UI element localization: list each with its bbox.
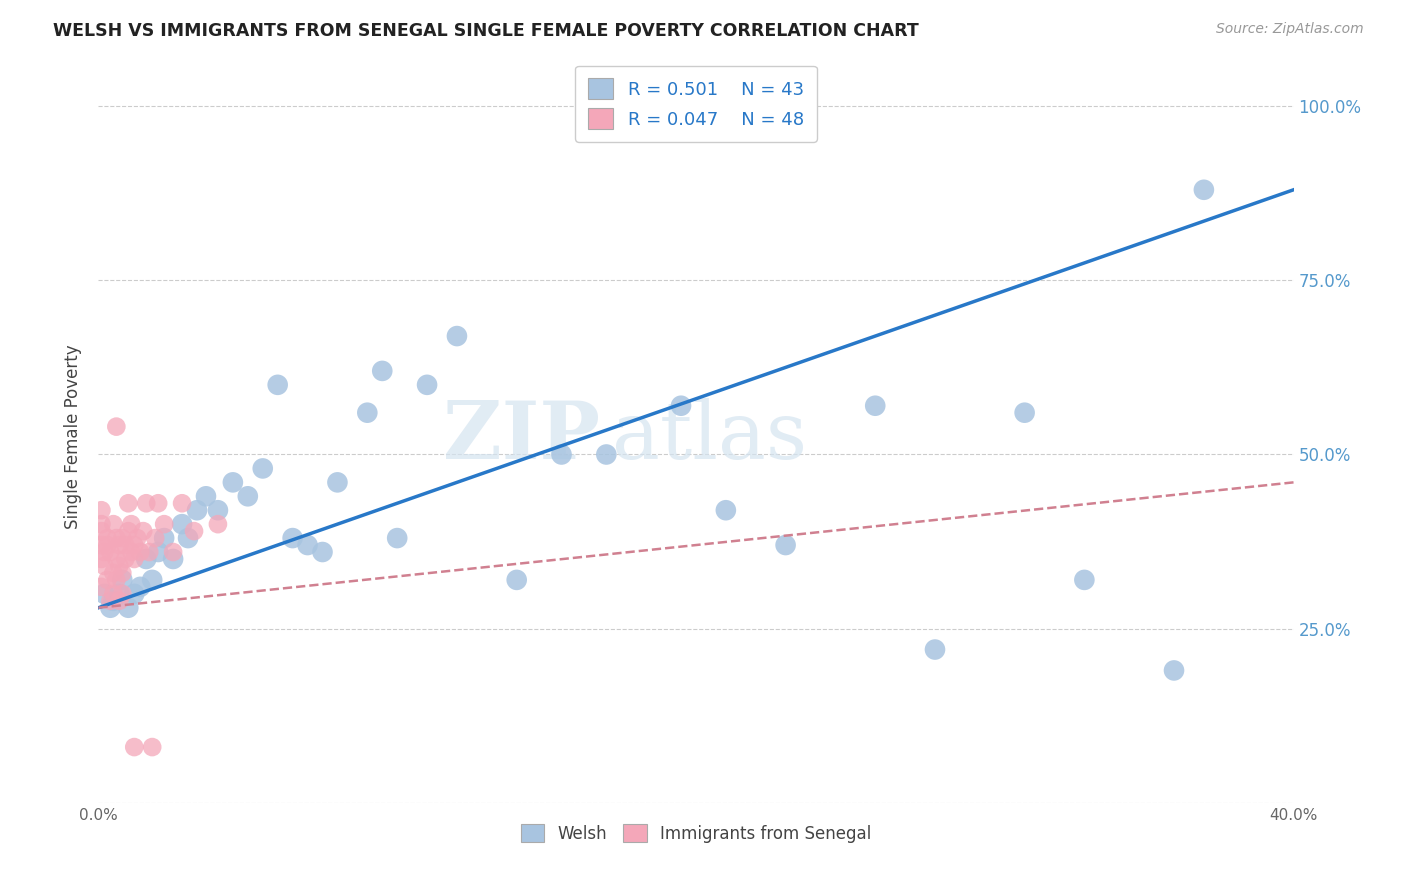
Point bbox=[267, 377, 290, 392]
Point bbox=[281, 531, 304, 545]
Point bbox=[98, 600, 122, 615]
Point bbox=[138, 545, 160, 559]
Point bbox=[93, 558, 115, 573]
Point bbox=[1163, 664, 1185, 678]
Point bbox=[148, 496, 170, 510]
Text: WELSH VS IMMIGRANTS FROM SENEGAL SINGLE FEMALE POVERTY CORRELATION CHART: WELSH VS IMMIGRANTS FROM SENEGAL SINGLE … bbox=[53, 22, 920, 40]
Point bbox=[1014, 406, 1036, 420]
Point bbox=[1192, 183, 1215, 197]
Point bbox=[183, 524, 205, 538]
Point bbox=[93, 545, 115, 559]
Point bbox=[132, 524, 155, 538]
Point bbox=[90, 517, 112, 532]
Point bbox=[98, 545, 122, 559]
Point bbox=[506, 573, 529, 587]
Point bbox=[172, 517, 194, 532]
Point bbox=[135, 496, 157, 510]
Point bbox=[108, 538, 131, 552]
Text: atlas: atlas bbox=[613, 398, 807, 476]
Point bbox=[103, 587, 125, 601]
Point bbox=[105, 552, 128, 566]
Text: ZIP: ZIP bbox=[443, 398, 600, 476]
Point bbox=[252, 461, 274, 475]
Point bbox=[371, 364, 394, 378]
Point bbox=[172, 496, 194, 510]
Point bbox=[356, 406, 378, 420]
Point bbox=[103, 566, 125, 580]
Point bbox=[162, 552, 184, 566]
Point bbox=[117, 524, 139, 538]
Point bbox=[135, 552, 157, 566]
Point bbox=[90, 503, 112, 517]
Point bbox=[865, 399, 887, 413]
Point bbox=[90, 538, 112, 552]
Legend: Welsh, Immigrants from Senegal: Welsh, Immigrants from Senegal bbox=[513, 818, 879, 849]
Point bbox=[222, 475, 245, 490]
Point bbox=[96, 538, 118, 552]
Point bbox=[98, 594, 122, 608]
Point bbox=[207, 517, 229, 532]
Point bbox=[96, 573, 118, 587]
Point bbox=[124, 587, 146, 601]
Point bbox=[326, 475, 349, 490]
Point bbox=[105, 531, 128, 545]
Point bbox=[385, 531, 409, 545]
Point bbox=[177, 531, 200, 545]
Point bbox=[195, 489, 218, 503]
Point bbox=[90, 552, 112, 566]
Point bbox=[108, 594, 131, 608]
Point bbox=[714, 503, 737, 517]
Point bbox=[103, 517, 125, 532]
Y-axis label: Single Female Poverty: Single Female Poverty bbox=[65, 345, 83, 529]
Point bbox=[207, 503, 229, 517]
Point bbox=[127, 531, 149, 545]
Point bbox=[141, 740, 163, 755]
Point bbox=[153, 517, 176, 532]
Point bbox=[114, 538, 136, 552]
Point bbox=[93, 587, 115, 601]
Point bbox=[129, 580, 152, 594]
Point bbox=[120, 517, 142, 532]
Point bbox=[124, 552, 146, 566]
Point bbox=[117, 496, 139, 510]
Point bbox=[114, 552, 136, 566]
Point bbox=[550, 448, 572, 462]
Point bbox=[105, 573, 128, 587]
Text: Source: ZipAtlas.com: Source: ZipAtlas.com bbox=[1216, 22, 1364, 37]
Point bbox=[108, 558, 131, 573]
Point bbox=[105, 419, 128, 434]
Point bbox=[117, 600, 139, 615]
Point bbox=[148, 545, 170, 559]
Point bbox=[108, 587, 131, 601]
Point bbox=[416, 377, 439, 392]
Point bbox=[124, 740, 146, 755]
Point bbox=[111, 573, 134, 587]
Point bbox=[111, 531, 134, 545]
Point bbox=[143, 531, 166, 545]
Point bbox=[90, 580, 112, 594]
Point bbox=[120, 545, 142, 559]
Point bbox=[236, 489, 259, 503]
Point bbox=[186, 503, 208, 517]
Point bbox=[90, 524, 112, 538]
Point bbox=[111, 587, 134, 601]
Point bbox=[595, 448, 617, 462]
Point bbox=[162, 545, 184, 559]
Point bbox=[446, 329, 468, 343]
Point bbox=[96, 531, 118, 545]
Point bbox=[111, 566, 134, 580]
Point bbox=[669, 399, 692, 413]
Point bbox=[103, 594, 125, 608]
Point bbox=[124, 538, 146, 552]
Point bbox=[129, 545, 152, 559]
Point bbox=[311, 545, 333, 559]
Point bbox=[297, 538, 319, 552]
Point bbox=[153, 531, 176, 545]
Point bbox=[924, 642, 946, 657]
Point bbox=[775, 538, 797, 552]
Point bbox=[1073, 573, 1095, 587]
Point bbox=[141, 573, 163, 587]
